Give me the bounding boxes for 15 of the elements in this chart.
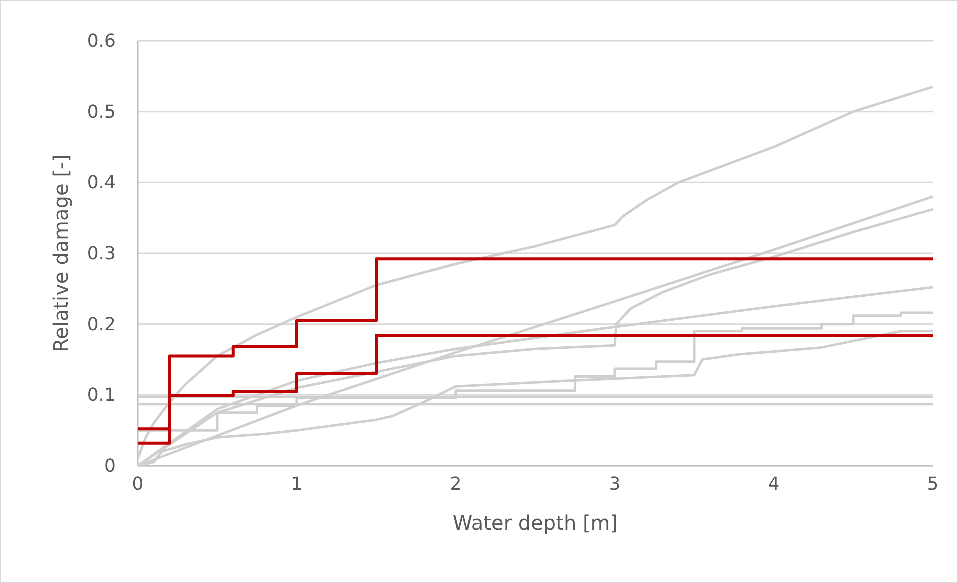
x-tick-label: 3 bbox=[609, 474, 621, 495]
y-tick-label: 0.5 bbox=[87, 102, 116, 123]
y-axis-title: Relative damage [-] bbox=[49, 154, 73, 352]
y-tick-label: 0.4 bbox=[87, 172, 116, 194]
x-tick-label: 5 bbox=[927, 474, 939, 495]
y-tick-label: 0.6 bbox=[87, 31, 116, 52]
x-tick-label: 1 bbox=[291, 474, 303, 495]
y-tick-label: 0 bbox=[104, 456, 116, 477]
x-tick-label: 0 bbox=[132, 474, 144, 495]
x-tick-label: 4 bbox=[768, 474, 780, 495]
y-tick-label: 0.3 bbox=[87, 244, 116, 264]
x-tick-label: 2 bbox=[450, 474, 462, 495]
y-tick-label: 0.2 bbox=[87, 314, 116, 336]
x-axis-title: Water depth [m] bbox=[452, 511, 618, 535]
y-tick-label: 0.1 bbox=[87, 385, 116, 406]
